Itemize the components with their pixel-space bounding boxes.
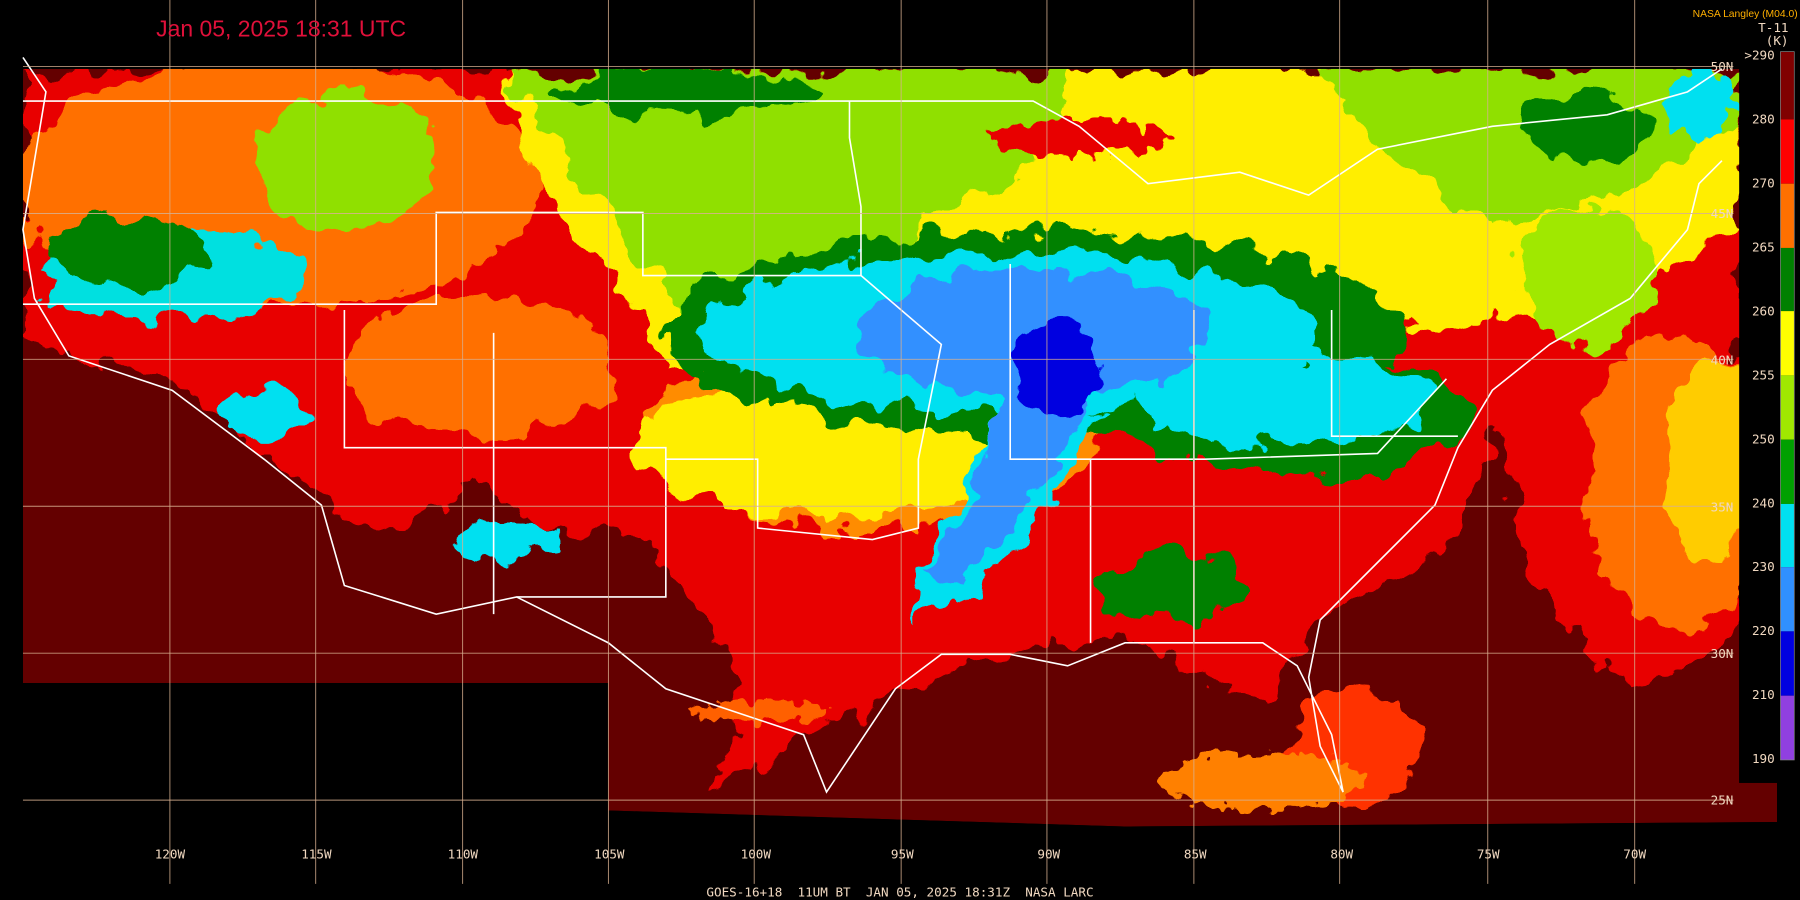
product: T-11 <box>1758 20 1788 35</box>
longitude-label: 115W <box>301 847 332 862</box>
borders <box>22 56 1723 794</box>
longitude-label: 95W <box>891 847 914 862</box>
footer: GOES-16+18 11UM BT JAN 05, 2025 18:31Z N… <box>706 885 1093 900</box>
colorbar-label: 270 <box>1752 176 1775 191</box>
colorbar-label: 265 <box>1752 240 1775 255</box>
latitude-label: 30N <box>1711 646 1734 661</box>
colorbar-label: >290 <box>1744 48 1774 63</box>
colorbar-label: 240 <box>1752 495 1775 510</box>
credit: NASA Langley (M04.0) <box>1693 9 1798 20</box>
longitude-label: 110W <box>448 847 479 862</box>
title: Jan 05, 2025 18:31 UTC <box>156 16 406 42</box>
latitude-label: 45N <box>1711 206 1734 221</box>
colorbar-label: 250 <box>1752 431 1775 446</box>
colorbar-label: 210 <box>1752 687 1775 702</box>
latitude-label: 40N <box>1711 353 1734 368</box>
longitude-label: 105W <box>594 847 625 862</box>
labels: 120W 115W 110W 105W 100W 95W 90W 85W 80W 75W 70W 50… <box>155 48 1775 862</box>
latitude-label: 35N <box>1711 499 1734 514</box>
latitude-label: 50N <box>1711 59 1734 74</box>
colorbar <box>1780 51 1795 761</box>
colorbar-label: 190 <box>1752 751 1775 766</box>
colorbar-label: 280 <box>1752 112 1775 127</box>
satellite-imagery <box>22 68 1778 827</box>
longitude-label: 90W <box>1037 847 1060 862</box>
longitude-label: 120W <box>155 847 186 862</box>
longitude-label: 70W <box>1623 847 1646 862</box>
colorbar-label: 255 <box>1752 367 1775 382</box>
colorbar-label: 260 <box>1752 303 1775 318</box>
unit: (K) <box>1766 33 1789 48</box>
longitude-label: 75W <box>1477 847 1500 862</box>
longitude-label: 80W <box>1330 847 1353 862</box>
longitude-label: 100W <box>741 847 772 862</box>
longitude-label: 85W <box>1184 847 1207 862</box>
latitude-label: 25N <box>1711 793 1734 808</box>
colorbar-label: 230 <box>1752 559 1775 574</box>
graticule <box>22 0 1734 884</box>
colorbar-label: 220 <box>1752 623 1775 638</box>
